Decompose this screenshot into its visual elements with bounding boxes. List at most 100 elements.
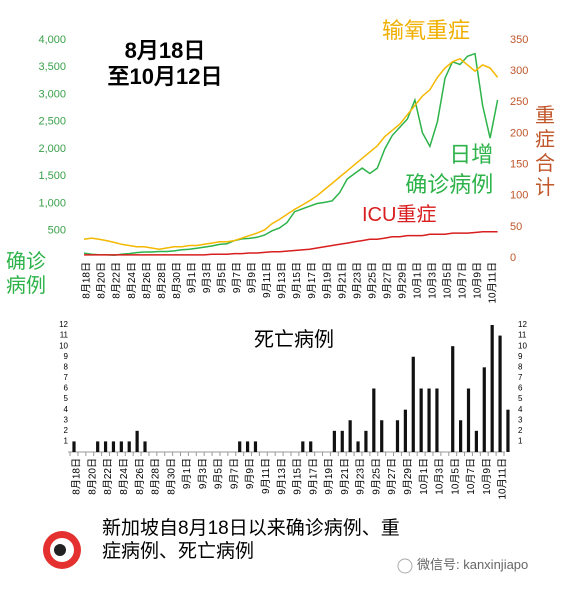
x-tick-label: 9月5日 (213, 458, 225, 489)
x-tick-label: 8月28日 (150, 458, 162, 495)
x-tick-label: 10月9日 (481, 458, 493, 495)
y-tick-label: 11 (60, 331, 69, 340)
y-tick-label-right: 12 (518, 320, 527, 329)
y-tick-label-right: 9 (518, 352, 523, 361)
y-axis-label: 确诊病例 (6, 251, 46, 297)
x-tick-label: 9月3日 (197, 458, 209, 489)
x-tick-label: 9月25日 (366, 262, 378, 299)
y-tick-label: 10 (59, 341, 68, 350)
x-tick-label: 9月17日 (306, 262, 318, 299)
bar (127, 441, 131, 452)
x-tick-label: 9月19日 (323, 458, 335, 495)
y-tick-label: 1 (64, 437, 69, 446)
x-tick-label: 9月15日 (292, 458, 304, 495)
y-tick-label-right: 6 (518, 384, 523, 393)
series-line (84, 231, 498, 256)
y-tick-label-right: 1 (518, 437, 523, 446)
title-line: 至10月12日 (107, 64, 223, 90)
x-tick-label: 8月30日 (165, 458, 177, 495)
bar (403, 409, 407, 452)
bar (332, 430, 336, 452)
bar (96, 441, 100, 452)
bar (245, 441, 250, 452)
wechat-icon (397, 558, 413, 574)
y2-axis-label: 重症合计 (535, 105, 555, 199)
bar (419, 388, 423, 452)
bar (364, 430, 368, 452)
bar (372, 388, 376, 452)
bar (356, 441, 360, 452)
x-tick-label: 9月11日 (261, 262, 273, 298)
x-tick-label: 9月21日 (336, 262, 348, 299)
x-tick-label: 9月5日 (216, 262, 228, 293)
x-tick-label: 9月1日 (186, 262, 198, 293)
y-tick-label: 8 (64, 362, 69, 371)
bar (143, 441, 147, 452)
y2-tick-label: 250 (510, 96, 528, 108)
y-tick-label: 3,500 (38, 61, 66, 73)
bar (459, 420, 463, 452)
x-tick-label: 10月7日 (465, 458, 477, 495)
y2-tick-label: 200 (510, 127, 528, 139)
x-tick-label: 9月17日 (307, 458, 319, 495)
x-tick-label: 8月22日 (111, 262, 123, 299)
bar (103, 441, 108, 452)
bar (253, 441, 258, 452)
y-tick-label: 2 (64, 426, 69, 435)
y-tick-label: 4,000 (38, 34, 66, 46)
bar (348, 420, 352, 452)
bar (238, 441, 242, 452)
footer: 新加坡自8月18日以来确诊病例、重症病例、死亡病例 (102, 518, 400, 562)
x-tick-label: 10月1日 (412, 262, 424, 299)
x-tick-label: 10月11日 (497, 458, 509, 500)
bar (427, 388, 431, 452)
bar (135, 430, 139, 452)
y-tick-label: 4 (64, 405, 69, 414)
bar (466, 388, 471, 452)
bar (411, 356, 415, 452)
y-tick-label-right: 5 (518, 394, 523, 403)
x-tick-label: 8月26日 (134, 458, 146, 495)
y-tick-label: 1,000 (38, 197, 66, 209)
bar (451, 346, 455, 452)
bar (309, 441, 313, 452)
y-tick-label-right: 8 (518, 362, 523, 371)
bar (119, 441, 123, 452)
y-tick-label: 2,500 (38, 116, 66, 128)
x-tick-label: 9月9日 (246, 262, 258, 293)
bar (506, 409, 510, 452)
y-tick-label: 12 (59, 320, 68, 329)
x-tick-label: 9月27日 (386, 458, 398, 495)
y-tick-label: 3,000 (38, 88, 66, 100)
x-tick-label: 8月20日 (96, 262, 108, 299)
x-tick-label: 9月9日 (244, 458, 256, 489)
y2-tick-label: 100 (510, 190, 528, 202)
x-tick-label: 9月13日 (276, 458, 288, 495)
y-tick-label: 3 (64, 415, 69, 424)
x-tick-label: 8月24日 (126, 262, 138, 299)
bar (482, 367, 486, 452)
bar (111, 441, 116, 452)
x-tick-label: 10月5日 (442, 262, 454, 299)
x-tick-label: 10月3日 (434, 458, 446, 495)
title: 8月18日 至10月12日 (100, 38, 230, 91)
x-tick-label: 9月1日 (181, 458, 193, 489)
x-tick-label: 10月3日 (427, 262, 439, 299)
bar (474, 430, 478, 452)
x-tick-label: 8月18日 (71, 458, 83, 495)
y-tick-label-right: 10 (518, 341, 527, 350)
y-tick-label-right: 7 (518, 373, 523, 382)
y2-tick-label: 150 (510, 158, 528, 170)
chart-title: 死亡病例 (254, 329, 334, 351)
x-tick-label: 9月11日 (260, 458, 272, 494)
logo-dot (54, 544, 66, 556)
bar (435, 388, 439, 452)
series-label: 输氧重症 (382, 18, 471, 43)
bar (498, 335, 502, 452)
x-tick-label: 8月20日 (86, 458, 98, 495)
x-tick-label: 9月7日 (231, 262, 243, 293)
series-line (83, 52, 499, 257)
x-tick-label: 9月25日 (370, 458, 382, 495)
